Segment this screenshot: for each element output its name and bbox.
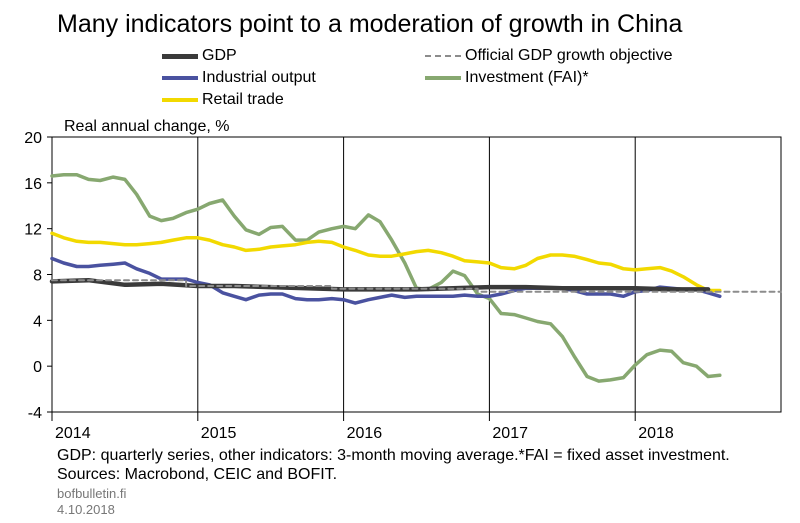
legend-label-investment: Investment (FAI)* (465, 69, 589, 86)
chart-title: Many indicators point to a moderation of… (57, 10, 683, 38)
legend-label-retail-trade: Retail trade (202, 91, 284, 108)
series-line-investment (50, 173, 722, 383)
x-tick-label-2017: 2017 (492, 425, 528, 442)
series-line-retail-trade (50, 231, 722, 293)
y-tick-label-0: 0 (33, 359, 42, 376)
legend-swatch-industrial-output (162, 76, 198, 80)
legend-item-industrial-output: Industrial output (162, 68, 316, 88)
legend-swatch-retail-trade (162, 98, 198, 102)
x-tick-label-2016: 2016 (347, 425, 383, 442)
legend-item-investment: Investment (FAI)* (425, 68, 589, 88)
x-tick-label-2014: 2014 (55, 425, 91, 442)
y-tick-label-8: 8 (33, 268, 42, 285)
legend-label-gdp: GDP (202, 47, 237, 64)
legend-swatch-gdp (162, 53, 198, 59)
footnote-note: GDP: quarterly series, other indicators:… (57, 447, 730, 464)
y-tick-label-12: 12 (24, 222, 42, 239)
y-tick-label-4: 4 (33, 313, 42, 330)
legend-label-official-gdp-objective: Official GDP growth objective (465, 47, 673, 64)
x-tick-label-2015: 2015 (201, 425, 237, 442)
legend-item-official-gdp-objective: Official GDP growth objective (425, 46, 673, 66)
x-tick-label-2018: 2018 (638, 425, 674, 442)
series-line-industrial-output (50, 256, 722, 305)
legend-item-gdp: GDP (162, 46, 237, 66)
footnote-site: bofbulletin.fi (57, 486, 127, 501)
footnote-date: 4.10.2018 (57, 502, 115, 517)
legend-swatch-official-gdp-objective (425, 55, 461, 57)
footnote-sources: Sources: Macrobond, CEIC and BOFIT. (57, 466, 338, 483)
series-line-official-gdp-objective (51, 279, 782, 293)
y-tick-label-16: 16 (24, 176, 42, 193)
y-tick-label--4: -4 (28, 405, 42, 422)
y-tick-label-20: 20 (24, 130, 42, 147)
legend-swatch-investment (425, 76, 461, 80)
y-axis-label: Real annual change, % (64, 118, 230, 135)
legend-item-retail-trade: Retail trade (162, 90, 284, 110)
plot-frame (51, 136, 782, 413)
legend-label-industrial-output: Industrial output (202, 69, 316, 86)
